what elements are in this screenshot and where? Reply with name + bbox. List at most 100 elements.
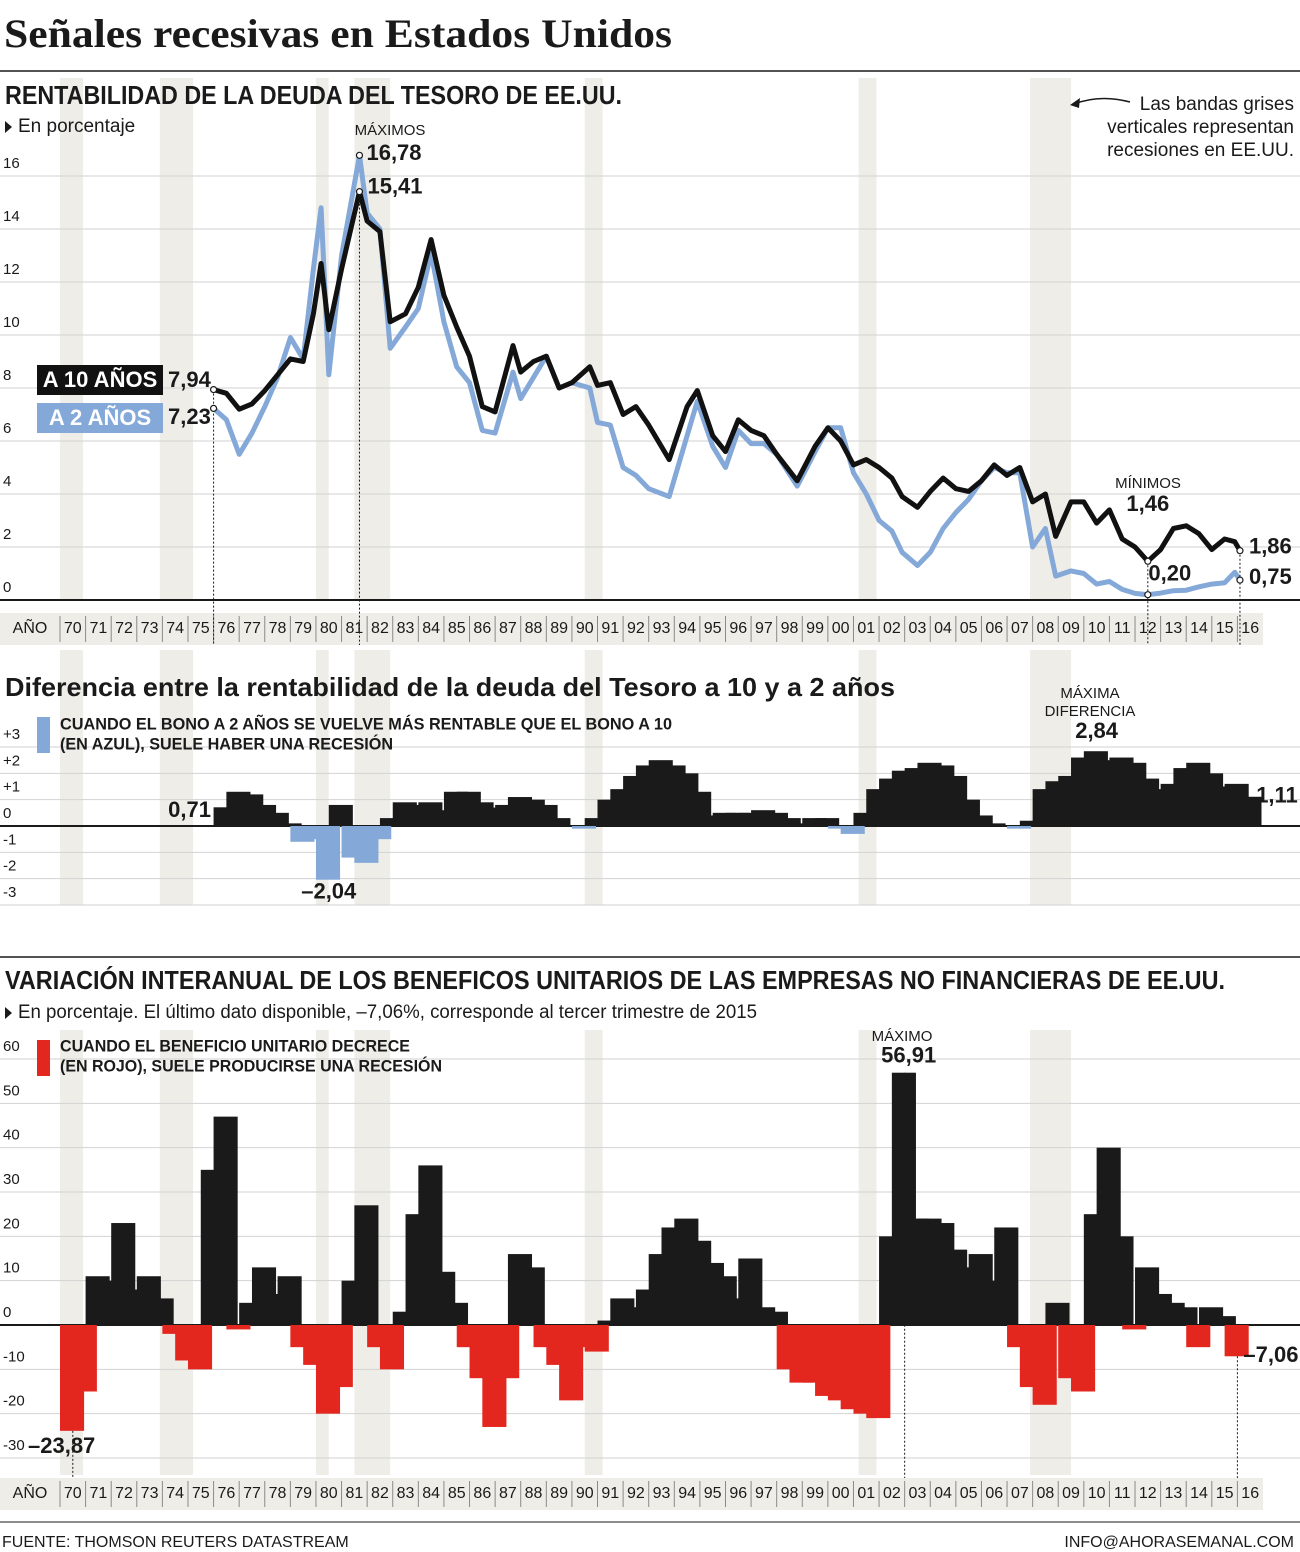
x-tick-label: 78 (269, 1485, 287, 1502)
x-tick-label: 16 (1241, 1485, 1259, 1502)
x-tick-label: 92 (627, 620, 645, 637)
legend-box (37, 403, 163, 433)
x-tick-label: 96 (729, 620, 747, 637)
recession-band (159, 1030, 194, 1475)
x-tick-label: 90 (576, 1485, 594, 1502)
x-tick-label: 08 (1037, 1485, 1055, 1502)
bar (354, 1205, 379, 1325)
annotation: DIFERENCIA (1045, 703, 1136, 720)
bar (840, 826, 865, 834)
recession-band (584, 78, 603, 600)
y-tick-label: -10 (3, 1348, 25, 1365)
x-tick-label: 06 (985, 1485, 1003, 1502)
x-tick-label: 87 (499, 620, 517, 637)
y-tick-label: +1 (3, 779, 20, 796)
bar (584, 818, 609, 826)
legend-note: (EN AZUL), SUELE HABER UNA RECESIÓN (60, 734, 393, 753)
point-marker (355, 188, 364, 196)
x-tick-label: 73 (141, 620, 159, 637)
x-tick-label: 89 (550, 1485, 568, 1502)
x-tick-label: 88 (525, 620, 543, 637)
x-tick-label: 87 (499, 1485, 517, 1502)
point-marker (1144, 591, 1152, 599)
legend-swatch (37, 1040, 50, 1076)
x-tick-label: 83 (397, 1485, 415, 1502)
x-tick-label: 04 (934, 620, 952, 637)
recession-band (1030, 1030, 1072, 1475)
x-tick-label: 91 (601, 1485, 619, 1502)
point-marker (209, 404, 218, 413)
x-axis-label: AÑO (13, 1482, 48, 1502)
bar (379, 1325, 405, 1370)
value-label: –23,87 (28, 1433, 95, 1458)
x-tick-label: 16 (1241, 620, 1259, 637)
chart-title: Diferencia entre la rentabilidad de la d… (5, 672, 895, 702)
bar (1173, 1307, 1198, 1325)
y-tick-label: 10 (3, 314, 20, 331)
chart-title: RENTABILIDAD DE LA DEUDA DEL TESORO DE E… (5, 80, 622, 110)
bar (162, 1325, 187, 1334)
x-tick-label: 15 (1216, 620, 1234, 637)
arrow (1073, 97, 1131, 105)
bar (315, 826, 341, 880)
x-tick-label: 09 (1062, 620, 1080, 637)
bar (328, 804, 353, 826)
x-tick-label: 70 (64, 620, 82, 637)
value-label: –7,06 (1243, 1342, 1298, 1367)
x-tick-label: 81 (345, 1485, 363, 1502)
x-tick-label: 03 (909, 620, 927, 637)
annotation: MÁXIMO (872, 1028, 933, 1045)
y-tick-label: 2 (3, 526, 11, 543)
bar (264, 812, 289, 826)
bar (763, 1311, 788, 1325)
x-tick-label: 83 (397, 620, 415, 637)
x-tick-label: 81 (345, 620, 363, 637)
y-tick-label: 0 (3, 579, 11, 596)
x-tick-label: 82 (371, 620, 389, 637)
annotation: MÍNIMOS (1115, 475, 1181, 492)
bar (789, 823, 814, 826)
main-title: Señales recesivas en Estados Unidos (4, 11, 672, 56)
x-tick-label: 08 (1037, 620, 1055, 637)
x-tick-label: 76 (217, 620, 235, 637)
x-tick-label: 10 (1088, 1485, 1106, 1502)
x-tick-label: 05 (960, 620, 978, 637)
x-tick-label: 11 (1114, 1485, 1131, 1502)
x-tick-label: 14 (1190, 620, 1208, 637)
x-tick-label: 15 (1216, 1485, 1234, 1502)
bar (1032, 1325, 1057, 1405)
y-tick-label: 0 (3, 1304, 11, 1321)
x-tick-label: 85 (448, 1485, 466, 1502)
x-axis-label: AÑO (13, 617, 48, 637)
recession-band (584, 650, 603, 905)
subtitle: En porcentaje. El último dato disponible… (18, 1002, 757, 1023)
x-axis-band (0, 613, 1263, 645)
bar (699, 815, 724, 826)
bar (994, 826, 1019, 827)
bar (277, 823, 302, 826)
chart-title: VARIACIÓN INTERANUAL DE LOS BENEFICOS UN… (5, 965, 1225, 995)
x-tick-label: 90 (576, 620, 594, 637)
recession-band (584, 1030, 603, 1475)
bar (328, 1325, 353, 1388)
point-marker (1236, 576, 1244, 584)
recession-band (858, 78, 877, 600)
line-series (212, 189, 1243, 564)
x-tick-label: 75 (192, 620, 210, 637)
footer-source: FUENTE: THOMSON REUTERS DATASTREAM (2, 1534, 349, 1551)
value-label: 7,94 (168, 367, 212, 392)
bar (559, 826, 584, 827)
x-tick-label: 01 (857, 1485, 875, 1502)
bar (149, 1298, 174, 1325)
x-tick-label: 12 (1139, 1485, 1157, 1502)
bar (597, 1320, 622, 1325)
x-tick-label: 98 (781, 620, 799, 637)
value-label: 1,86 (1249, 534, 1292, 559)
bar (226, 1325, 251, 1330)
bar (495, 1325, 520, 1379)
x-tick-label: 77 (243, 1485, 261, 1502)
x-tick-label: 78 (269, 620, 287, 637)
value-label: 0,75 (1249, 564, 1292, 589)
x-tick-label: 73 (141, 1485, 159, 1502)
